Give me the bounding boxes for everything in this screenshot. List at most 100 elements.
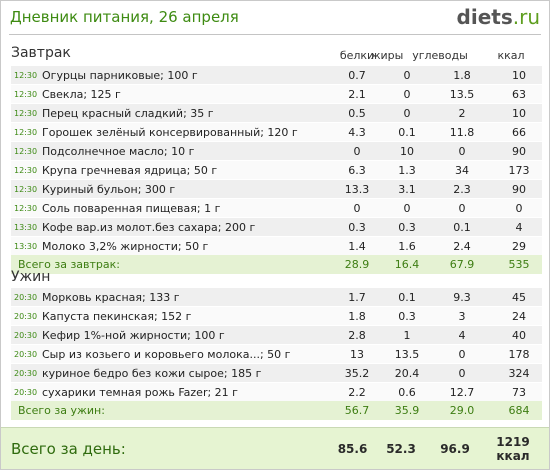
entry-name[interactable]: Крупа гречневая ядрица; 50 г: [42, 163, 218, 177]
entry-protein: 13: [350, 347, 364, 361]
table-row[interactable]: 20:30 куриное бедро без кожи сырое; 185 г…: [11, 363, 542, 382]
entry-fat: 1.6: [398, 239, 416, 253]
col-header-protein: белки: [339, 49, 375, 62]
entry-protein: 1.8: [348, 309, 366, 323]
entry-carbs: 1.8: [453, 68, 471, 82]
entry-carbs: 2.3: [453, 182, 471, 196]
table-row[interactable]: 20:30 сухарики темная рожь Fazer; 21 г 2.2…: [11, 382, 542, 401]
entry-fat: 13.5: [394, 347, 420, 361]
total-carbs: 29.0: [449, 404, 475, 417]
entry-protein: 1.4: [348, 239, 366, 253]
entry-kcal: 66: [512, 125, 526, 139]
table-row[interactable]: 12:30 Крупа гречневая ядрица; 50 г 6.3 1.3 3…: [11, 160, 542, 179]
entry-name[interactable]: Огурцы парниковые; 100 г: [42, 68, 198, 82]
entry-kcal: 4: [515, 220, 523, 234]
entry-kcal: 90: [512, 182, 526, 196]
entry-protein: 0: [353, 144, 361, 158]
entry-time: 13:30: [14, 241, 38, 251]
entry-name[interactable]: Куриный бульон; 300 г: [42, 182, 176, 196]
entry-name[interactable]: Свекла; 125 г: [42, 87, 121, 101]
total-kcal: 684: [508, 404, 530, 417]
entry-carbs: 3: [458, 309, 466, 323]
table-row[interactable]: 12:30 Соль поваренная пищевая; 1 г 0 0 0 0: [11, 198, 542, 217]
entry-protein: 2.2: [348, 385, 366, 399]
entry-time: 12:30: [14, 203, 38, 213]
entry-fat: 0: [403, 106, 411, 120]
total-label: Всего за завтрак:: [18, 258, 121, 271]
entry-name[interactable]: Морковь красная; 133 г: [42, 290, 180, 304]
entry-fat: 0.1: [398, 125, 416, 139]
breakfast-total-row: Всего за завтрак: 28.9 16.4 67.9 535: [11, 255, 542, 274]
entry-kcal: 324: [508, 366, 530, 380]
entry-name[interactable]: Соль поваренная пищевая; 1 г: [42, 201, 221, 215]
entry-protein: 0.7: [348, 68, 366, 82]
divider: [9, 34, 541, 35]
entry-carbs: 0.1: [453, 220, 471, 234]
day-total-protein: 85.6: [337, 441, 368, 456]
entry-fat: 0: [403, 201, 411, 215]
logo-tld: .ru: [512, 5, 540, 29]
entry-name[interactable]: Перец красный сладкий; 35 г: [42, 106, 214, 120]
entry-time: 12:30: [14, 108, 38, 118]
table-row[interactable]: 12:30 Куриный бульон; 300 г 13.3 3.1 2.3 90: [11, 179, 542, 198]
col-header-kcal: ккал: [497, 49, 525, 62]
entry-name[interactable]: Горошек зелёный консервированный; 120 г: [42, 125, 298, 139]
entry-name[interactable]: сухарики темная рожь Fazer; 21 г: [42, 385, 238, 399]
entry-carbs: 2: [458, 106, 466, 120]
total-carbs: 67.9: [449, 258, 475, 271]
table-row[interactable]: 12:30 Перец красный сладкий; 35 г 0.5 0 2 10: [11, 103, 542, 122]
entry-fat: 0.1: [398, 290, 416, 304]
table-row[interactable]: 12:30 Подсолнечное масло; 10 г 0 10 0 90: [11, 141, 542, 160]
table-row[interactable]: 20:30 Капуста пекинская; 152 г 1.8 0.3 3 24: [11, 306, 542, 325]
table-row[interactable]: 12:30 Огурцы парниковые; 100 г 0.7 0 1.8 10: [11, 65, 542, 84]
entry-kcal: 10: [512, 106, 526, 120]
total-kcal: 535: [508, 258, 530, 271]
entry-time: 12:30: [14, 146, 38, 156]
entry-fat: 10: [400, 144, 414, 158]
entry-name[interactable]: куриное бедро без кожи сырое; 185 г: [42, 366, 262, 380]
total-protein: 28.9: [344, 258, 370, 271]
entry-carbs: 0: [458, 144, 466, 158]
entry-carbs: 2.4: [453, 239, 471, 253]
entry-name[interactable]: Подсолнечное масло; 10 г: [42, 144, 195, 158]
table-row[interactable]: 20:30 Кефир 1%-ной жирности; 100 г 2.8 1 4 40: [11, 325, 542, 344]
entry-kcal: 45: [512, 290, 526, 304]
entry-fat: 0.3: [398, 220, 416, 234]
entry-carbs: 11.8: [449, 125, 475, 139]
table-row[interactable]: 12:30 Свекла; 125 г 2.1 0 13.5 63: [11, 84, 542, 103]
entry-time: 20:30: [14, 292, 38, 302]
entry-name[interactable]: Капуста пекинская; 152 г: [42, 309, 192, 323]
table-row[interactable]: 13:30 Кофе вар.из молот.без сахара; 200 г…: [11, 217, 542, 236]
entry-protein: 2.1: [348, 87, 366, 101]
entry-kcal: 73: [512, 385, 526, 399]
entry-name[interactable]: Кефир 1%-ной жирности; 100 г: [42, 328, 225, 342]
entry-time: 12:30: [14, 127, 38, 137]
entry-protein: 1.7: [348, 290, 366, 304]
entry-time: 12:30: [14, 184, 38, 194]
col-header-fat: жиры: [370, 49, 404, 62]
entry-fat: 0: [403, 87, 411, 101]
table-row[interactable]: 12:30 Горошек зелёный консервированный; 1…: [11, 122, 542, 141]
entry-time: 13:30: [14, 222, 38, 232]
table-row[interactable]: 13:30 Молоко 3,2% жирности; 50 г 1.4 1.6 2.4…: [11, 236, 542, 255]
entry-name[interactable]: Сыр из козьего и коровьего молока...; 50…: [42, 347, 291, 361]
entry-time: 20:30: [14, 387, 38, 397]
total-protein: 56.7: [344, 404, 370, 417]
entry-time: 20:30: [14, 368, 38, 378]
entry-protein: 13.3: [344, 182, 370, 196]
table-row[interactable]: 20:30 Сыр из козьего и коровьего молока..…: [11, 344, 542, 363]
entry-time: 12:30: [14, 70, 38, 80]
entry-kcal: 90: [512, 144, 526, 158]
entry-name[interactable]: Молоко 3,2% жирности; 50 г: [42, 239, 209, 253]
entry-name[interactable]: Кофе вар.из молот.без сахара; 200 г: [42, 220, 256, 234]
entry-carbs: 0: [458, 347, 466, 361]
table-row[interactable]: 20:30 Морковь красная; 133 г 1.7 0.1 9.3 45: [11, 287, 542, 306]
entry-fat: 20.4: [394, 366, 420, 380]
day-total-fat: 52.3: [386, 441, 416, 456]
site-logo[interactable]: diets.ru: [457, 5, 540, 29]
entry-protein: 0: [353, 201, 361, 215]
entry-fat: 0: [403, 68, 411, 82]
entry-carbs: 12.7: [449, 385, 475, 399]
entry-carbs: 0: [458, 366, 466, 380]
